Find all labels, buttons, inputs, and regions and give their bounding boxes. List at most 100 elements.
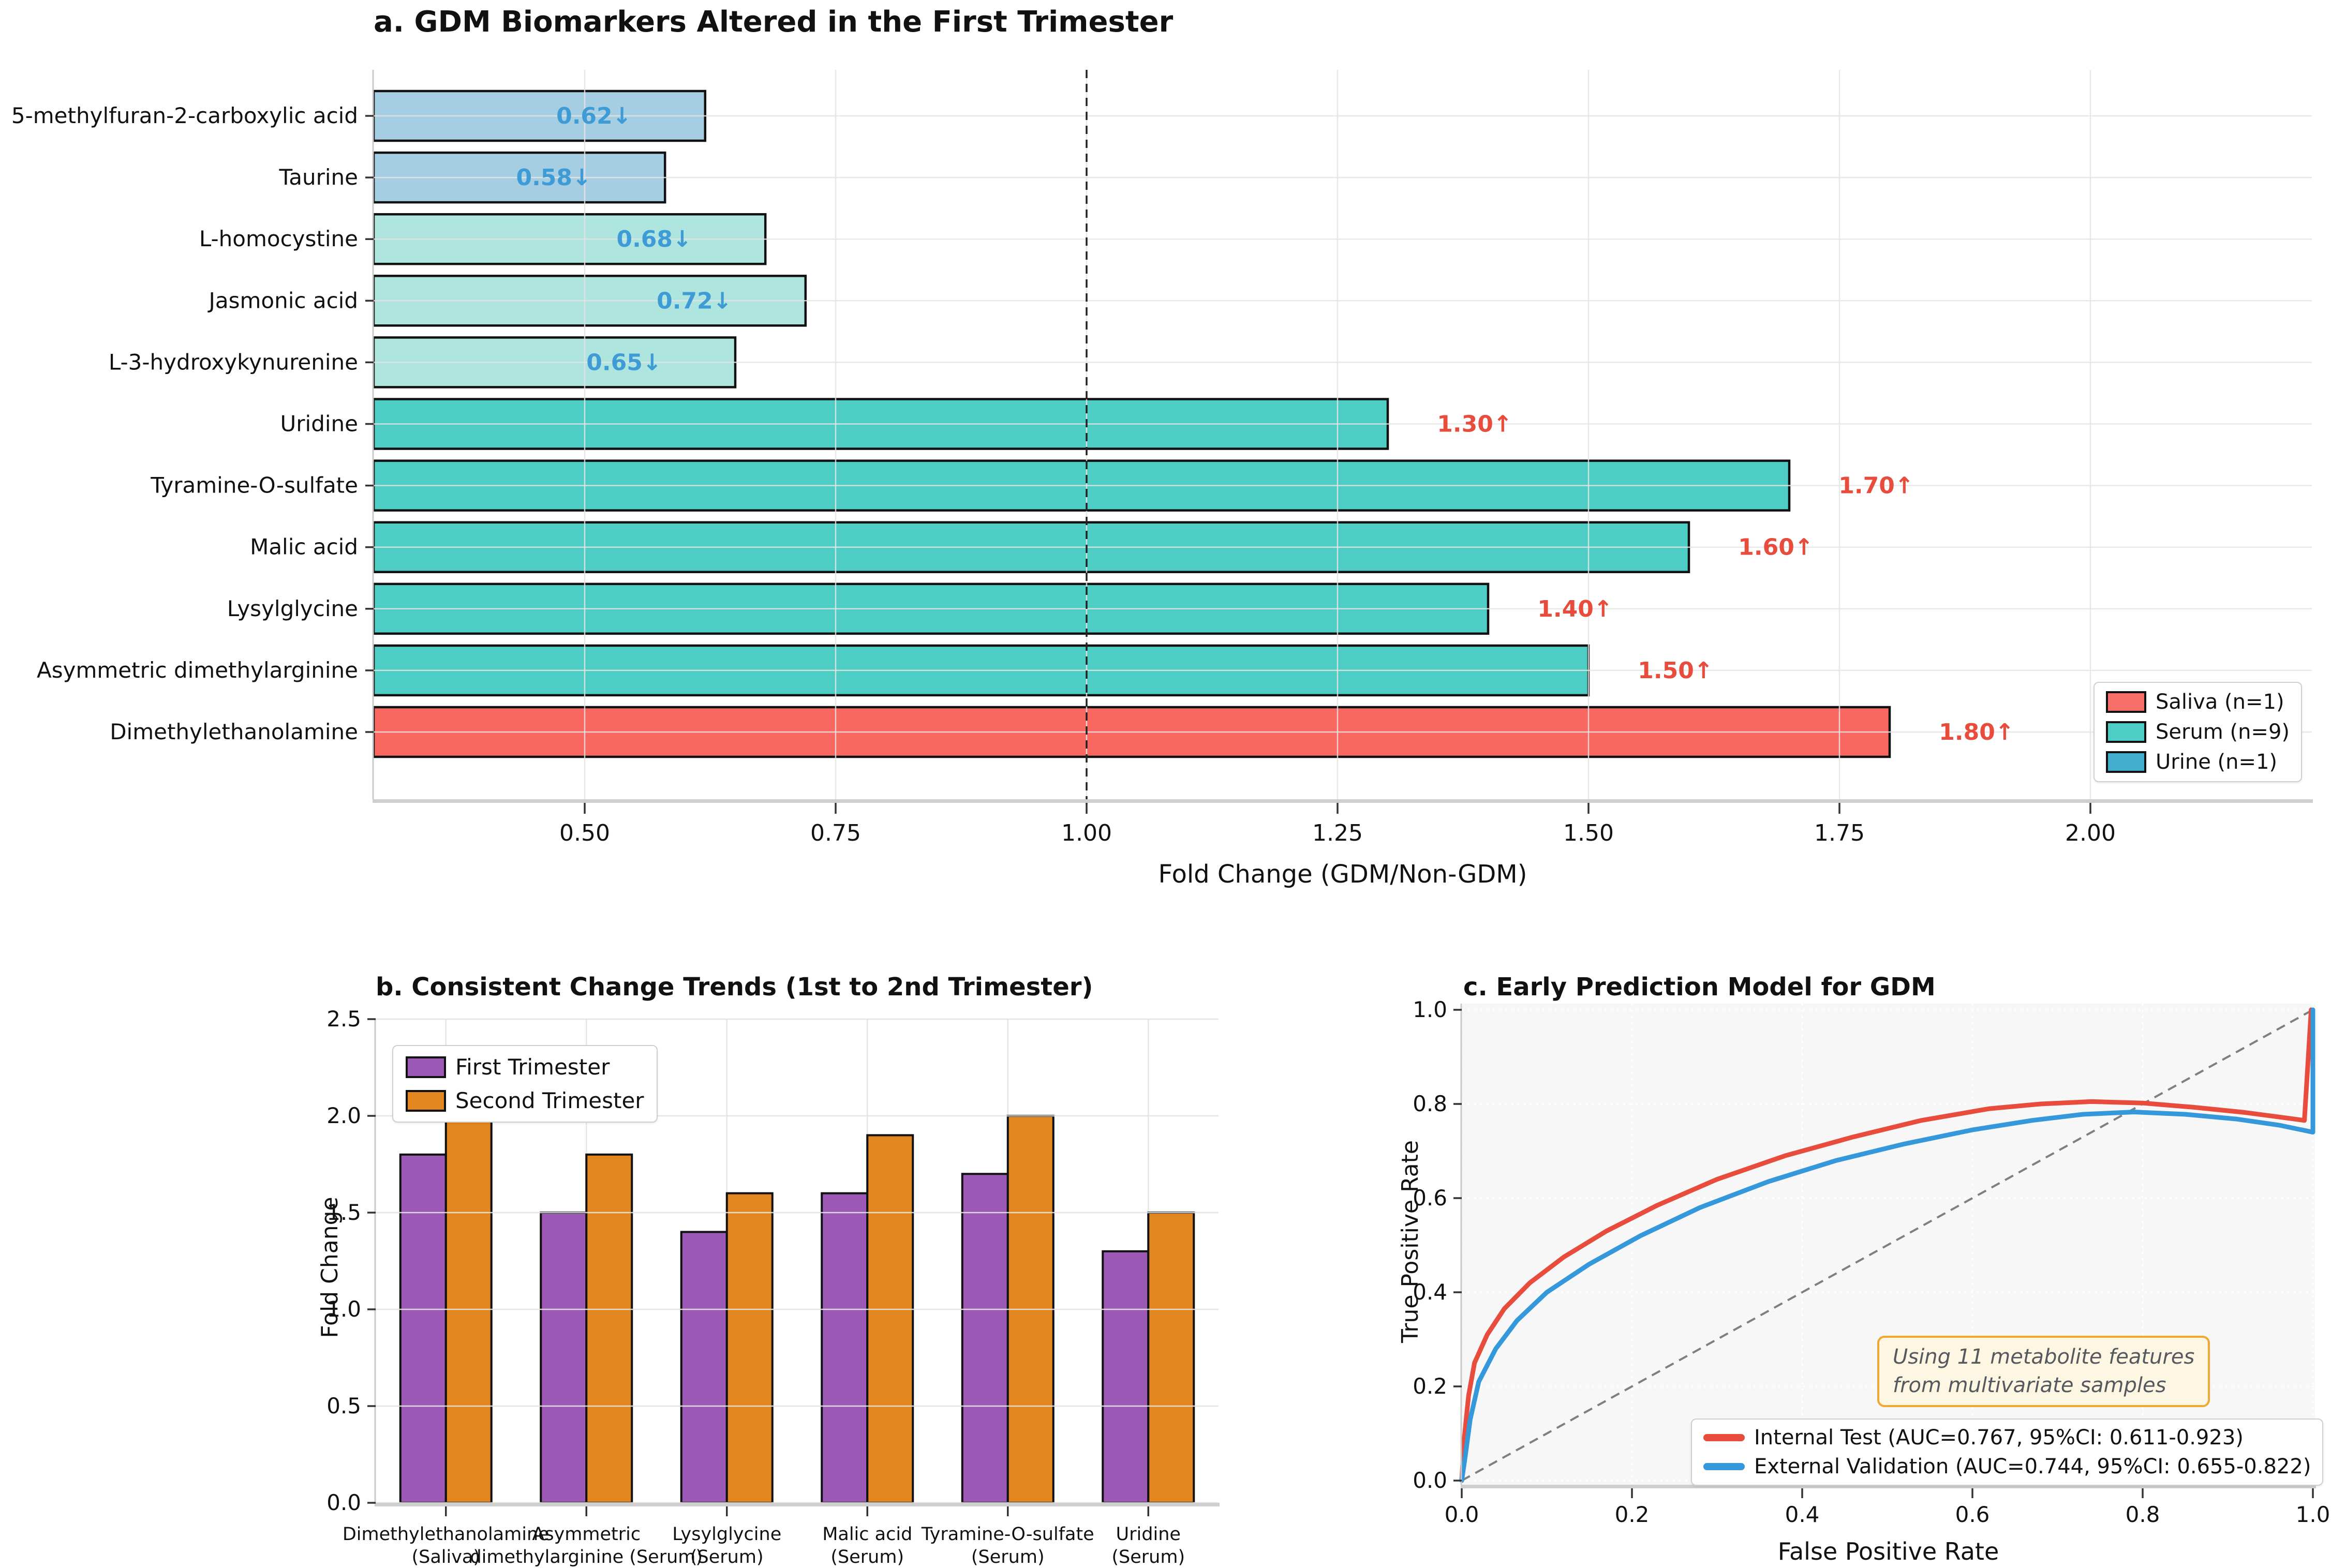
xtick-label-a-2: 1.00 bbox=[1061, 820, 1112, 846]
ytick-label-b-1: 0.5 bbox=[326, 1393, 361, 1418]
xtick-label-c-3: 0.6 bbox=[1955, 1502, 1990, 1527]
ytick-label-b-4: 2.0 bbox=[326, 1103, 361, 1128]
legend-b-item-1: Second Trimester bbox=[406, 1088, 644, 1113]
chart-a-title: a. GDM Biomarkers Altered in the First T… bbox=[374, 5, 1174, 39]
ytick-label-b-3: 1.5 bbox=[326, 1200, 361, 1225]
xtick-label-a-4: 1.50 bbox=[1563, 820, 1614, 846]
xtick-label-b-1-line2: dimethylarginine (Serum) bbox=[470, 1547, 703, 1567]
bar-b-0-second-trimester bbox=[444, 1095, 493, 1504]
chart-b-title: b. Consistent Change Trends (1st to 2nd … bbox=[376, 973, 1093, 1002]
ytick-label-a-1: Taurine bbox=[279, 165, 358, 190]
bar-value-label-4: 0.65↓ bbox=[586, 349, 661, 376]
ytick-label-a-7: Malic acid bbox=[250, 534, 358, 560]
chart-b-legend: First Trimester Second Trimester bbox=[392, 1045, 658, 1123]
legend-b-label-1: Second Trimester bbox=[455, 1088, 644, 1113]
xtick-label-c-4: 0.8 bbox=[2126, 1502, 2160, 1527]
legend-a-label-0: Saliva (n=1) bbox=[2156, 690, 2284, 714]
legend-b-item-0: First Trimester bbox=[406, 1054, 644, 1080]
legend-a-swatch-2 bbox=[2106, 751, 2146, 773]
bar-value-label-10: 1.80↑ bbox=[1939, 719, 2014, 745]
bar-value-label-5: 1.30↑ bbox=[1437, 411, 1512, 438]
bar-b-1-first-trimester bbox=[540, 1212, 588, 1504]
ytick-label-a-4: L-3-hydroxykynurenine bbox=[109, 349, 358, 375]
chart-a-xaxis-label: Fold Change (GDM/Non-GDM) bbox=[1158, 860, 1527, 889]
bar-value-label-1: 0.58↓ bbox=[516, 165, 591, 191]
chart-c-annotation: Using 11 metabolite features from multiv… bbox=[1877, 1336, 2210, 1407]
xtick-label-a-0: 0.50 bbox=[559, 820, 610, 846]
legend-c-item-1: External Validation (AUC=0.744, 95%CI: 0… bbox=[1703, 1455, 2311, 1479]
bar-b-5-first-trimester bbox=[1102, 1250, 1150, 1504]
xtick-label-b-0-line2: (Saliva) bbox=[411, 1547, 480, 1567]
ytick-label-c-4: 0.8 bbox=[1413, 1091, 1447, 1116]
ytick-label-c-0: 0.0 bbox=[1413, 1468, 1447, 1493]
xtick-label-c-0: 0.0 bbox=[1445, 1502, 1479, 1527]
xtick-label-b-2-line2: (Serum) bbox=[690, 1547, 764, 1567]
legend-c-label-1: External Validation (AUC=0.744, 95%CI: 0… bbox=[1754, 1455, 2311, 1479]
ytick-label-a-0: 5-methylfuran-2-carboxylic acid bbox=[11, 103, 358, 128]
spine-bottom-a bbox=[373, 799, 2313, 803]
ytick-label-c-2: 0.4 bbox=[1413, 1279, 1447, 1305]
chart-c-xaxis-label: False Positive Rate bbox=[1777, 1537, 1999, 1565]
xtick-label-b-3-line2: (Serum) bbox=[830, 1547, 904, 1567]
ytick-label-a-5: Uridine bbox=[280, 411, 358, 437]
xtick-label-b-1-line1: Asymmetric bbox=[532, 1524, 641, 1545]
bar-value-label-9: 1.50↑ bbox=[1638, 658, 1713, 684]
bar-value-label-7: 1.60↑ bbox=[1738, 534, 1813, 561]
xtick-label-a-1: 0.75 bbox=[810, 820, 861, 846]
bar-value-label-8: 1.40↑ bbox=[1537, 596, 1612, 622]
ytick-label-c-3: 0.6 bbox=[1413, 1185, 1447, 1211]
bar-value-label-3: 0.72↓ bbox=[657, 288, 732, 314]
chart-b-yaxis-label: Fold Change bbox=[317, 1197, 343, 1338]
xtick-label-c-2: 0.4 bbox=[1785, 1502, 1820, 1527]
xtick-label-c-1: 0.2 bbox=[1615, 1502, 1650, 1527]
xtick-label-b-5-line1: Uridine bbox=[1116, 1524, 1181, 1545]
legend-a-swatch-0 bbox=[2106, 691, 2146, 713]
legend-a-label-1: Serum (n=9) bbox=[2156, 720, 2290, 744]
bar-b-1-second-trimester bbox=[585, 1153, 633, 1504]
chart-a-legend: Saliva (n=1) Serum (n=9) Urine (n=1) bbox=[2094, 682, 2303, 782]
legend-a-item-0: Saliva (n=1) bbox=[2106, 690, 2290, 714]
ytick-label-b-0: 0.0 bbox=[326, 1490, 361, 1515]
chart-c-yaxis-label: True Positive Rate bbox=[1397, 1140, 1423, 1343]
ytick-label-a-3: Jasmonic acid bbox=[207, 288, 358, 313]
chart-c-annotation-line1: Using 11 metabolite features bbox=[1893, 1345, 2195, 1369]
legend-c-label-0: Internal Test (AUC=0.767, 95%CI: 0.611-0… bbox=[1754, 1426, 2244, 1450]
chart-c-annotation-line2: from multivariate samples bbox=[1893, 1373, 2166, 1397]
legend-a-item-2: Urine (n=1) bbox=[2106, 750, 2290, 774]
diagonal-reference bbox=[1461, 1009, 2313, 1482]
xtick-label-b-0-line1: Dimethylethanolamine bbox=[343, 1524, 550, 1545]
bar-value-label-2: 0.68↓ bbox=[616, 226, 691, 252]
ytick-label-b-2: 1.0 bbox=[326, 1296, 361, 1322]
xtick-label-b-4-line2: (Serum) bbox=[971, 1547, 1045, 1567]
bar-b-3-second-trimester bbox=[866, 1134, 914, 1504]
bar-value-label-6: 1.70↑ bbox=[1838, 473, 1913, 499]
legend-b-label-0: First Trimester bbox=[455, 1054, 610, 1080]
legend-a-swatch-1 bbox=[2106, 721, 2146, 743]
ytick-label-c-5: 1.0 bbox=[1413, 997, 1447, 1022]
xtick-label-b-4-line1: Tyramine-O-sulfate bbox=[921, 1524, 1094, 1545]
bar-b-2-second-trimester bbox=[725, 1192, 774, 1504]
legend-c-item-0: Internal Test (AUC=0.767, 95%CI: 0.611-0… bbox=[1703, 1426, 2311, 1450]
ytick-label-a-10: Dimethylethanolamine bbox=[110, 719, 358, 744]
bar-b-4-first-trimester bbox=[961, 1173, 1009, 1504]
bar-b-3-first-trimester bbox=[821, 1192, 869, 1504]
bar-b-0-first-trimester bbox=[399, 1153, 447, 1504]
spine-bottom-b bbox=[375, 1503, 1220, 1506]
ytick-label-a-2: L-homocystine bbox=[199, 226, 358, 251]
xtick-label-c-5: 1.0 bbox=[2296, 1502, 2330, 1527]
spine-bottom-c bbox=[1461, 1485, 2316, 1488]
legend-a-item-1: Serum (n=9) bbox=[2106, 720, 2290, 744]
bar-b-2-first-trimester bbox=[680, 1231, 728, 1504]
ytick-label-a-6: Tyramine-O-sulfate bbox=[150, 473, 358, 498]
xtick-label-b-5-line2: (Serum) bbox=[1111, 1547, 1185, 1567]
legend-a-label-2: Urine (n=1) bbox=[2156, 750, 2278, 774]
bar-value-label-0: 0.62↓ bbox=[556, 103, 631, 129]
legend-c-swatch-1 bbox=[1703, 1463, 1745, 1470]
bar-b-5-second-trimester bbox=[1147, 1212, 1195, 1504]
legend-c-swatch-0 bbox=[1703, 1434, 1745, 1441]
xtick-label-a-5: 1.75 bbox=[1814, 820, 1865, 846]
legend-b-swatch-0 bbox=[406, 1056, 446, 1078]
chart-c-title: c. Early Prediction Model for GDM bbox=[1463, 973, 1936, 1002]
